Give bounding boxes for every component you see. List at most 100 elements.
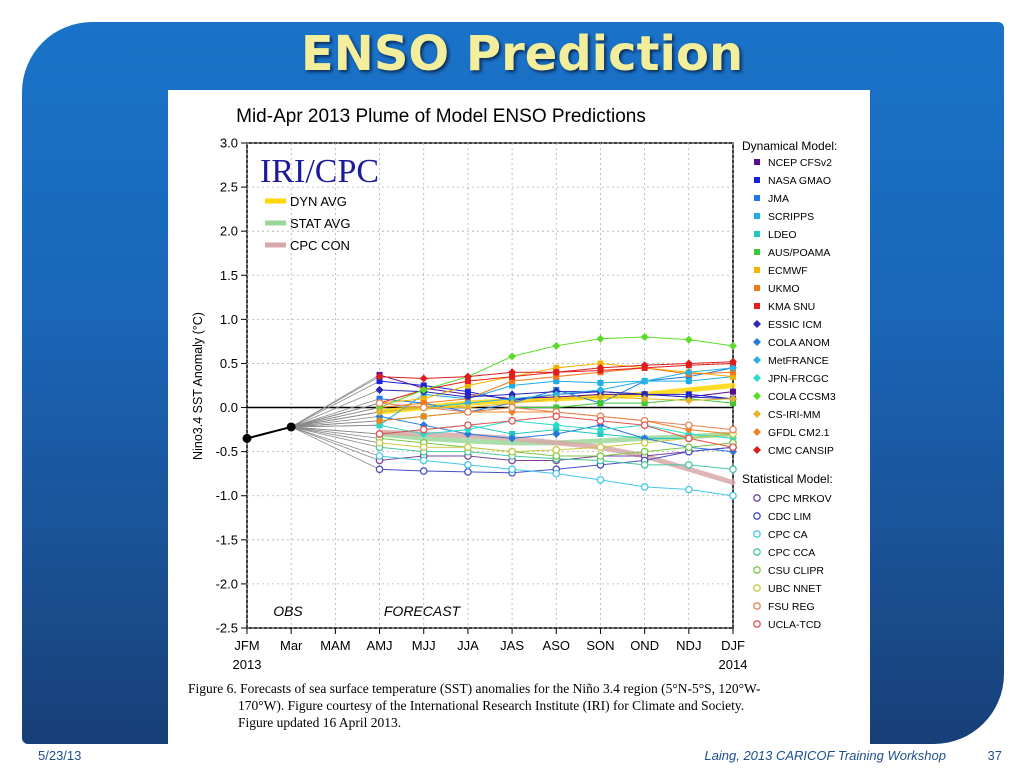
average-legend-label: DYN AVG xyxy=(290,194,347,209)
x-tick-label: JAS xyxy=(500,638,524,653)
data-point xyxy=(753,512,761,520)
legend-label: JMA xyxy=(768,193,789,205)
data-point xyxy=(729,363,737,372)
data-point xyxy=(640,361,649,370)
y-tick-label: -2.5 xyxy=(216,621,238,636)
data-point xyxy=(552,394,561,403)
data-point xyxy=(596,392,605,401)
data-point xyxy=(753,602,761,610)
legend-label: ESSIC ICM xyxy=(768,319,822,331)
fan-line xyxy=(290,376,380,428)
data-point xyxy=(508,368,517,377)
average-legend-label: STAT AVG xyxy=(290,216,350,231)
legend-label: LDEO xyxy=(768,229,797,241)
data-point xyxy=(684,461,693,469)
x-tick-label: NDJ xyxy=(676,638,701,653)
data-point xyxy=(420,395,427,402)
data-point xyxy=(419,374,428,383)
fan-line xyxy=(291,426,380,470)
y-tick-label: 2.0 xyxy=(220,224,238,239)
data-point xyxy=(553,373,560,380)
caption-line-1: Figure 6. Forecasts of sea surface tempe… xyxy=(188,681,761,696)
legend-label: NCEP CFSv2 xyxy=(768,157,832,169)
x-tick-label: JJA xyxy=(457,638,479,653)
data-point xyxy=(464,388,471,395)
data-point xyxy=(508,403,516,412)
data-point xyxy=(596,476,605,484)
data-point xyxy=(553,364,560,371)
legend-label: KMA SNU xyxy=(768,301,815,313)
data-point xyxy=(730,369,736,376)
x-tick-label: OND xyxy=(630,638,659,653)
y-tick-label: -1.0 xyxy=(216,488,238,503)
caption-line-3: Figure updated 16 April 2013. xyxy=(238,715,402,730)
data-point xyxy=(375,465,384,474)
legend-label: SCRIPPS xyxy=(768,211,814,223)
data-point xyxy=(596,385,605,394)
legend-label: ECMWF xyxy=(768,265,808,277)
data-point xyxy=(753,428,761,436)
data-point xyxy=(730,388,736,395)
legend-label: CPC MRKOV xyxy=(768,493,832,505)
fan-line xyxy=(291,415,380,428)
data-point xyxy=(754,231,760,237)
footer-date: 5/23/13 xyxy=(38,748,82,763)
data-point xyxy=(684,443,693,452)
x-tick-label: MAM xyxy=(320,638,350,653)
data-point xyxy=(464,468,472,476)
data-point xyxy=(509,373,516,380)
y-axis-label: Nino3.4 SST Anomaly (°C) xyxy=(191,312,205,460)
data-point xyxy=(596,443,605,452)
enso-plume-chart: Mid-Apr 2013 Plume of Model ENSO Predict… xyxy=(191,106,837,672)
page-number: 37 xyxy=(987,748,1002,763)
data-point xyxy=(754,267,760,273)
fan-line xyxy=(291,426,380,457)
fan-line xyxy=(291,424,380,428)
iri-cpc-logo: IRI/CPC xyxy=(260,153,379,190)
legend-label: CS-IRI-MM xyxy=(768,409,821,421)
data-point xyxy=(509,382,516,389)
data-point xyxy=(753,356,761,364)
fan-line xyxy=(291,420,380,428)
data-point xyxy=(753,548,761,556)
data-point xyxy=(640,483,649,491)
data-point xyxy=(552,368,561,377)
data-point xyxy=(420,382,427,389)
data-point xyxy=(684,485,693,494)
forecast-annotation: FORECAST xyxy=(384,603,462,619)
data-point xyxy=(753,446,761,454)
data-point xyxy=(753,320,761,328)
data-point xyxy=(640,421,649,430)
data-point xyxy=(753,374,761,382)
legend-label: COLA CCSM3 xyxy=(768,391,836,403)
data-point xyxy=(375,407,384,416)
data-point xyxy=(754,285,760,291)
data-point xyxy=(508,434,517,443)
data-point xyxy=(754,195,760,201)
data-point xyxy=(464,443,472,452)
data-point xyxy=(553,378,560,385)
obs-annotation: OBS xyxy=(273,603,303,619)
data-point xyxy=(684,335,693,344)
data-point xyxy=(552,446,561,454)
data-point xyxy=(684,421,693,430)
data-point xyxy=(375,438,384,447)
data-point xyxy=(597,379,604,386)
data-point xyxy=(640,390,649,399)
data-point xyxy=(596,416,605,425)
legend-label: CPC CCA xyxy=(768,547,815,559)
data-point xyxy=(375,372,384,381)
fan-line xyxy=(291,426,380,461)
data-point xyxy=(754,303,760,309)
data-point xyxy=(684,368,693,377)
data-point xyxy=(552,412,561,421)
x-tick-label: AMJ xyxy=(367,638,393,653)
data-point xyxy=(508,390,517,399)
data-point xyxy=(464,382,471,389)
legend-label: COLA ANOM xyxy=(768,337,830,349)
data-point xyxy=(753,338,761,346)
legend-label: UBC NNET xyxy=(768,583,822,595)
data-point xyxy=(463,430,472,438)
data-point xyxy=(464,421,472,430)
data-point xyxy=(730,373,736,380)
